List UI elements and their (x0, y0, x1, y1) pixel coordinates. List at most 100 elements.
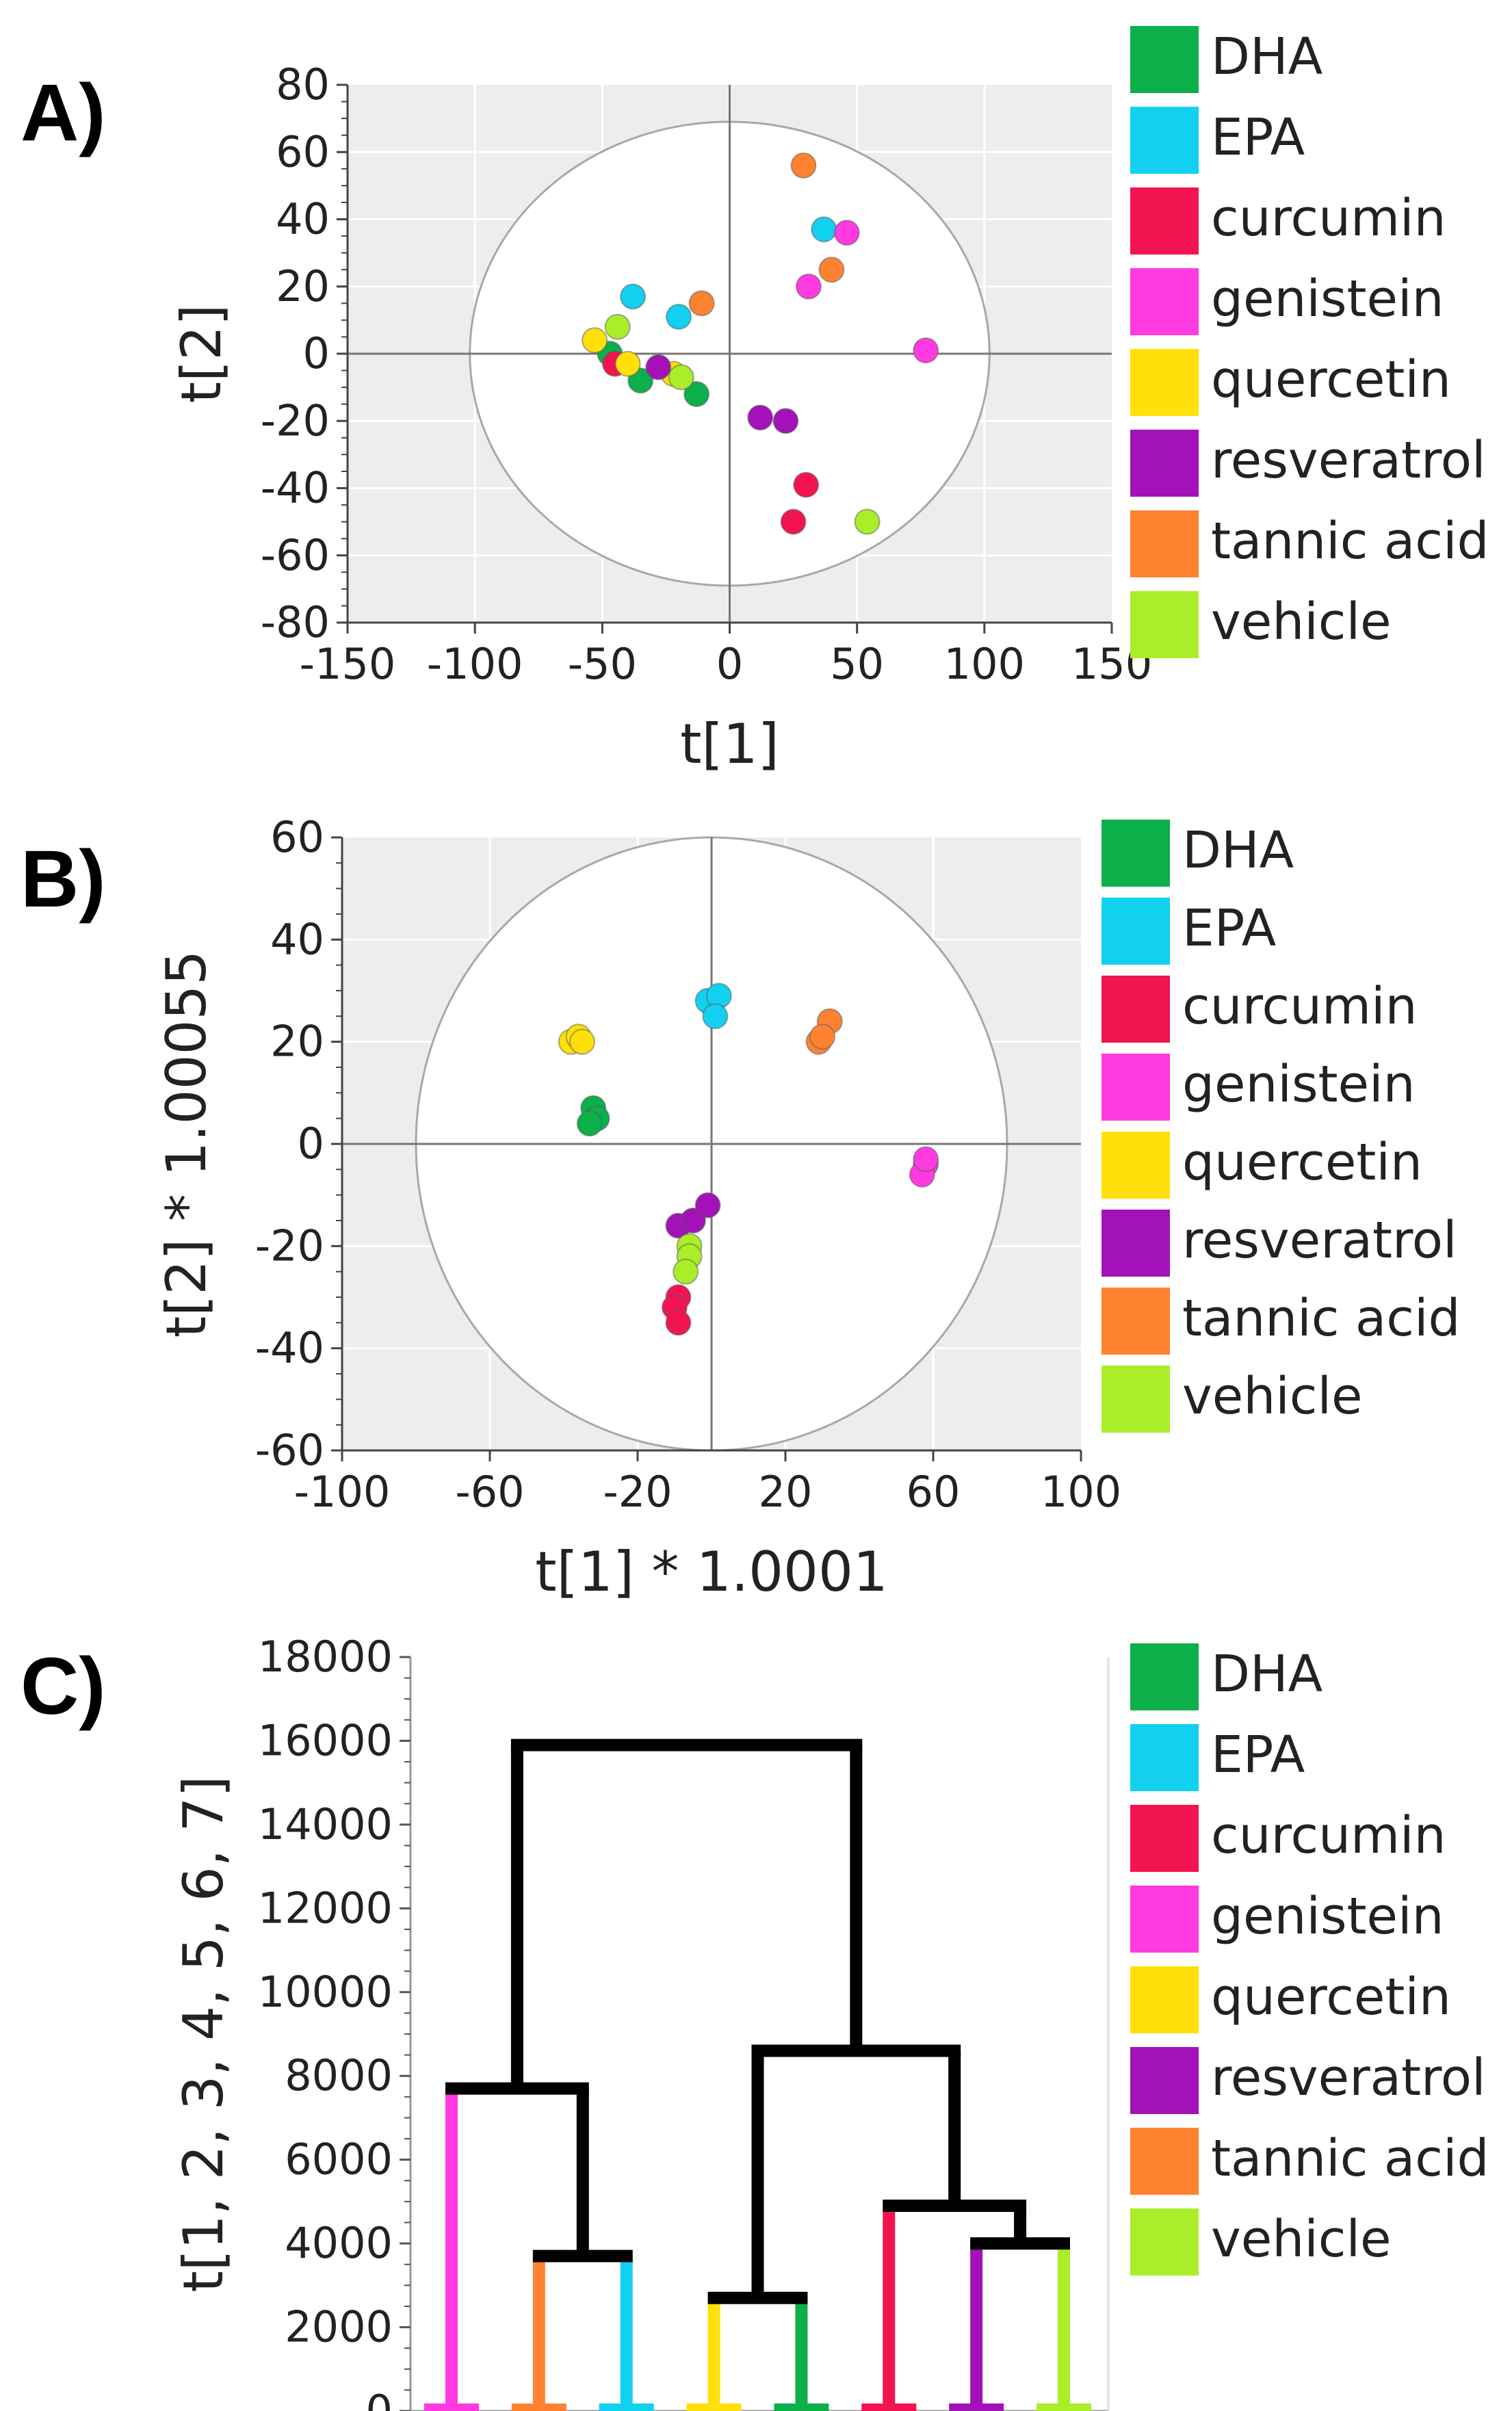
x-tick-label: -150 (300, 639, 396, 689)
panel-letter-c: C) (21, 1641, 106, 1732)
point-tannic-acid (809, 1024, 835, 1050)
y-tick-label: 80 (276, 60, 330, 109)
legend-label-vehicle: vehicle (1182, 1367, 1363, 1426)
point-epa (702, 1003, 729, 1030)
y-tick-label: 18000 (258, 1632, 393, 1682)
x-tick-label: -100 (294, 1467, 391, 1517)
y-tick-label: 6000 (285, 2135, 393, 2185)
point-epa (666, 303, 692, 330)
legend-swatch-tannic-acid (1130, 2128, 1199, 2195)
y-tick-label: 12000 (258, 1883, 393, 1933)
legend-label-resveratrol: resveratrol (1211, 431, 1486, 490)
legend-swatch-genistein (1102, 1054, 1170, 1121)
y-axis-title: t[1, 2, 3, 4, 5, 6, 7] (172, 1775, 235, 2292)
y-tick-label: 0 (366, 2386, 393, 2411)
legend-label-dha: DHA (1182, 821, 1294, 880)
point-curcumin (780, 508, 807, 535)
legend-swatch-resveratrol (1102, 1210, 1170, 1277)
point-dha (683, 380, 710, 407)
point-quercetin (582, 327, 608, 354)
legend-swatch-genistein (1130, 268, 1199, 335)
x-axis-title: t[1] (680, 712, 779, 776)
legend-swatch-tannic-acid (1130, 510, 1199, 577)
point-tannic-acid (790, 152, 817, 179)
point-genistein (913, 337, 939, 364)
y-tick-label: 60 (270, 812, 324, 862)
y-tick-label: 40 (276, 194, 330, 244)
legend-label-tannic-acid: tannic acid (1211, 512, 1489, 571)
point-vehicle (668, 364, 694, 391)
point-curcumin (665, 1309, 692, 1336)
panel-letter-a: A) (21, 68, 106, 158)
point-tannic-acid (688, 290, 715, 317)
legend-label-dha: DHA (1211, 1645, 1323, 1704)
legend-swatch-dha (1102, 820, 1170, 887)
point-genistein (913, 1146, 939, 1173)
legend-swatch-curcumin (1102, 976, 1170, 1043)
point-resveratrol (645, 354, 672, 380)
x-tick-label: 0 (716, 639, 743, 689)
x-tick-label: -50 (568, 639, 637, 689)
point-epa (620, 283, 647, 310)
point-quercetin (569, 1028, 595, 1055)
panel-c-dendrogram: 18000 16000 14000 12000 10000 8000 6000 4000 200… (172, 1632, 1489, 2411)
legend-swatch-quercetin (1130, 349, 1199, 416)
y-tick-label: 0 (303, 328, 330, 378)
point-genistein (795, 273, 822, 300)
x-tick-label: 60 (907, 1467, 961, 1517)
x-axis-title: t[1] * 1.0001 (535, 1540, 887, 1604)
legend-label-epa: EPA (1211, 1725, 1305, 1784)
legend-label-quercetin: quercetin (1211, 1968, 1451, 2026)
point-genistein (833, 220, 860, 246)
legend-label-genistein: genistein (1182, 1055, 1416, 1114)
point-resveratrol (694, 1192, 721, 1218)
y-tick-label: -60 (255, 1425, 324, 1475)
x-tick-label: -20 (603, 1467, 672, 1517)
y-tick-label: -20 (261, 395, 330, 445)
legend-label-genistein: genistein (1211, 270, 1444, 328)
legend-swatch-quercetin (1130, 1966, 1199, 2033)
legend-label-resveratrol: resveratrol (1211, 2048, 1486, 2107)
y-axis-title: t[2] (170, 304, 233, 404)
point-vehicle (673, 1258, 699, 1285)
legend-swatch-epa (1130, 107, 1199, 174)
y-tick-label: 40 (270, 914, 324, 964)
legend-label-epa: EPA (1211, 108, 1305, 167)
y-tick-label: -20 (255, 1221, 324, 1270)
legend-label-epa: EPA (1182, 899, 1277, 958)
y-tick-label: 10000 (258, 1967, 393, 2017)
y-tick-label: -60 (261, 530, 330, 580)
y-tick-label: 60 (276, 127, 330, 177)
point-vehicle (604, 313, 631, 340)
panel-letter-b: B) (21, 834, 106, 924)
point-quercetin (614, 350, 641, 377)
legend-swatch-vehicle (1130, 2208, 1199, 2276)
y-axis-title: t[2] * 1.00055 (155, 950, 218, 1338)
point-curcumin (793, 471, 820, 498)
legend-label-resveratrol: resveratrol (1182, 1211, 1457, 1270)
legend-label-quercetin: quercetin (1182, 1133, 1422, 1192)
legend-swatch-epa (1130, 1724, 1199, 1791)
legend-swatch-tannic-acid (1102, 1288, 1170, 1355)
legend-swatch-vehicle (1102, 1366, 1170, 1433)
x-tick-label: -100 (427, 639, 523, 689)
legend-label-curcumin: curcumin (1182, 977, 1418, 1036)
y-tick-label: 20 (276, 261, 330, 311)
x-tick-label: 50 (830, 639, 884, 689)
legend-swatch-curcumin (1130, 1805, 1199, 1872)
legend-swatch-genistein (1130, 1886, 1199, 1953)
legend-swatch-vehicle (1130, 591, 1199, 658)
legend-swatch-resveratrol (1130, 430, 1199, 497)
legend-swatch-curcumin (1130, 187, 1199, 255)
legend-swatch-dha (1130, 1643, 1199, 1710)
point-tannic-acid (818, 257, 845, 283)
point-dha (576, 1110, 603, 1137)
y-tick-label: 8000 (285, 2050, 393, 2100)
x-tick-label: 20 (759, 1467, 813, 1517)
legend-label-dha: DHA (1211, 27, 1323, 86)
legend-label-quercetin: quercetin (1211, 350, 1451, 409)
y-tick-label: 20 (270, 1017, 324, 1067)
y-tick-label: -40 (261, 463, 330, 513)
y-tick-label: -40 (255, 1323, 324, 1373)
